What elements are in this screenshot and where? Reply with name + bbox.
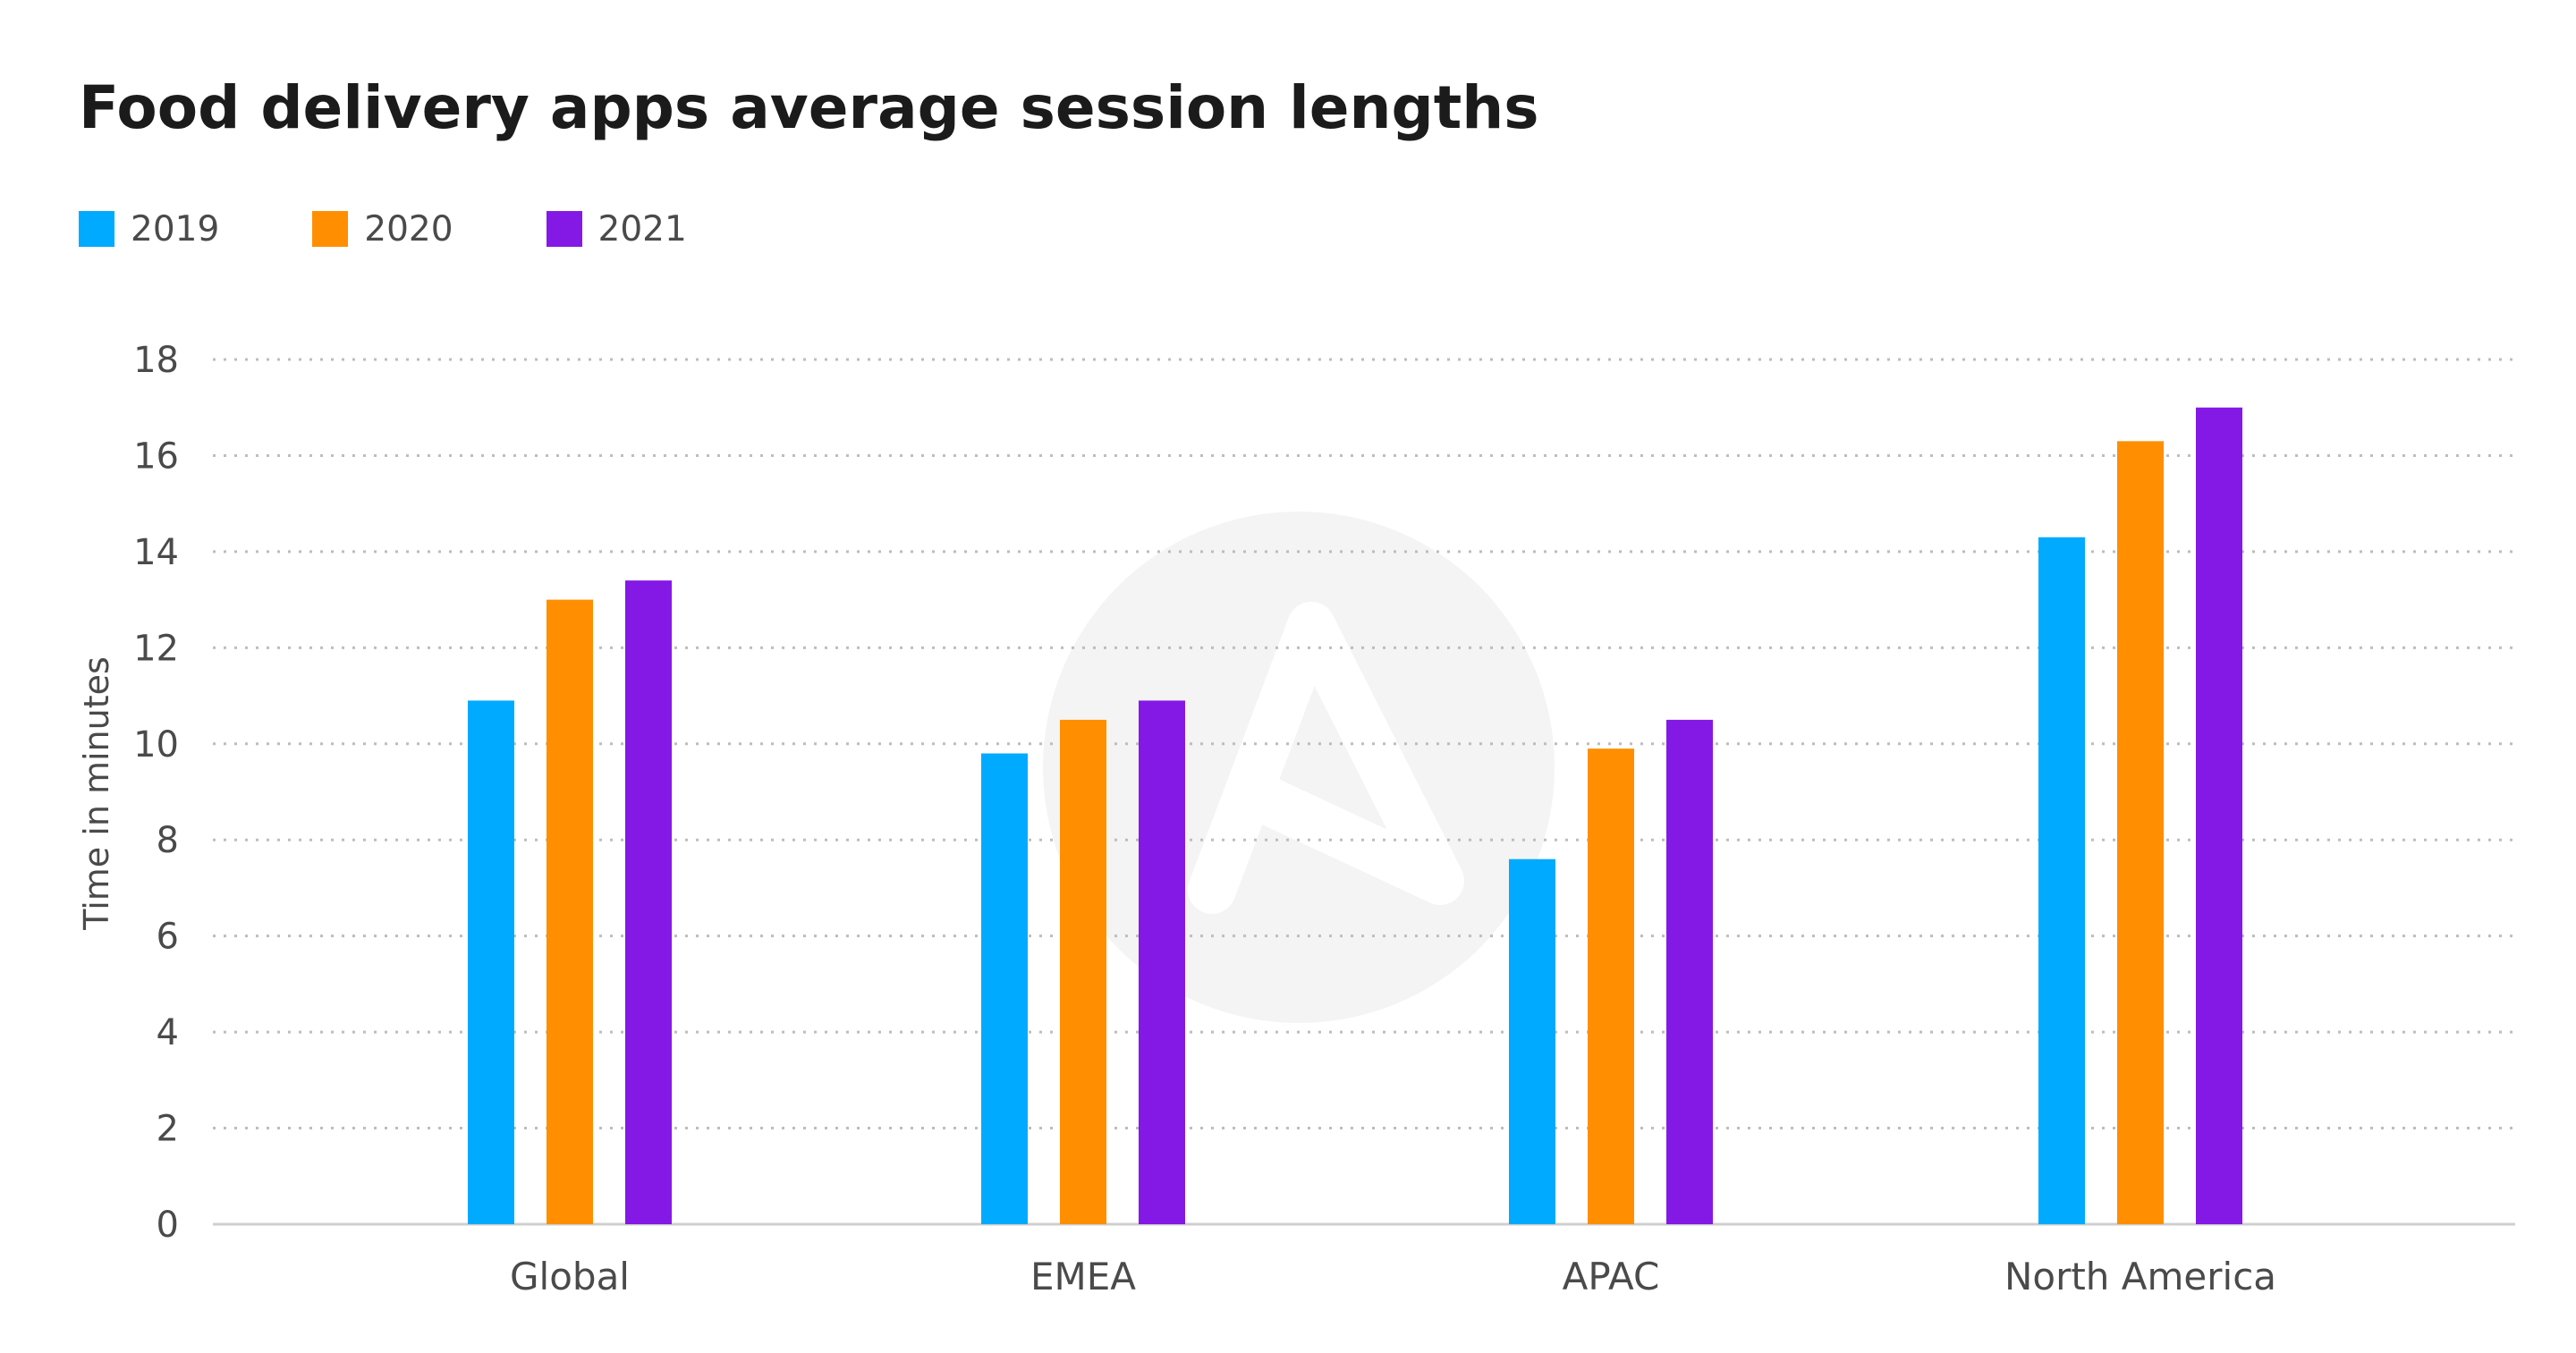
gridlines <box>213 358 2515 1130</box>
legend-item-2021: 2021 <box>546 208 687 249</box>
y-tick-label-2: 2 <box>157 1109 179 1150</box>
y-axis-ticks: 0 2 4 6 8 10 12 14 16 18 <box>133 340 179 1246</box>
bar-north-america-2019 <box>2038 537 2085 1224</box>
bar-apac-2019 <box>1509 858 1555 1224</box>
bar-emea-2021 <box>1139 700 1185 1224</box>
x-tick-label-north-america: North America <box>2004 1255 2276 1298</box>
chart-title: Food delivery apps average session lengt… <box>79 73 1539 142</box>
legend-swatch-2020 <box>312 211 349 247</box>
bar-emea-2020 <box>1060 719 1106 1224</box>
y-axis-label: Time in minutes <box>77 656 116 931</box>
bars <box>468 407 2242 1225</box>
legend: 2019 2020 2021 <box>79 207 780 250</box>
x-axis-ticks: Global EMEA APAC North America <box>510 1255 2276 1298</box>
legend-label-2020: 2020 <box>364 208 453 249</box>
y-tick-label-4: 4 <box>157 1012 179 1053</box>
y-tick-label-0: 0 <box>157 1205 179 1246</box>
bar-north-america-2020 <box>2117 441 2164 1225</box>
legend-item-2020: 2020 <box>312 209 453 249</box>
x-tick-label-global: Global <box>510 1255 630 1298</box>
y-tick-label-12: 12 <box>133 628 179 669</box>
legend-swatch-2019 <box>79 211 114 247</box>
x-tick-label-apac: APAC <box>1563 1255 1660 1298</box>
y-tick-label-14: 14 <box>133 532 179 573</box>
legend-item-2019: 2019 <box>79 209 219 249</box>
legend-label-2019: 2019 <box>131 208 220 249</box>
bar-emea-2019 <box>981 753 1028 1224</box>
legend-swatch-2021 <box>546 211 582 247</box>
x-tick-label-emea: EMEA <box>1030 1255 1136 1298</box>
bar-global-2020 <box>547 599 593 1224</box>
bar-apac-2020 <box>1588 748 1634 1224</box>
watermark-logo-icon <box>1043 512 1555 1023</box>
bar-global-2021 <box>625 580 672 1224</box>
bar-apac-2021 <box>1666 719 1713 1224</box>
y-tick-label-18: 18 <box>133 340 179 381</box>
bar-north-america-2021 <box>2196 407 2242 1224</box>
bar-global-2019 <box>468 700 514 1224</box>
y-tick-label-16: 16 <box>133 435 179 477</box>
y-tick-label-6: 6 <box>157 917 179 958</box>
y-tick-label-8: 8 <box>157 820 179 861</box>
legend-label-2021: 2021 <box>597 208 687 249</box>
y-tick-label-10: 10 <box>133 724 179 765</box>
